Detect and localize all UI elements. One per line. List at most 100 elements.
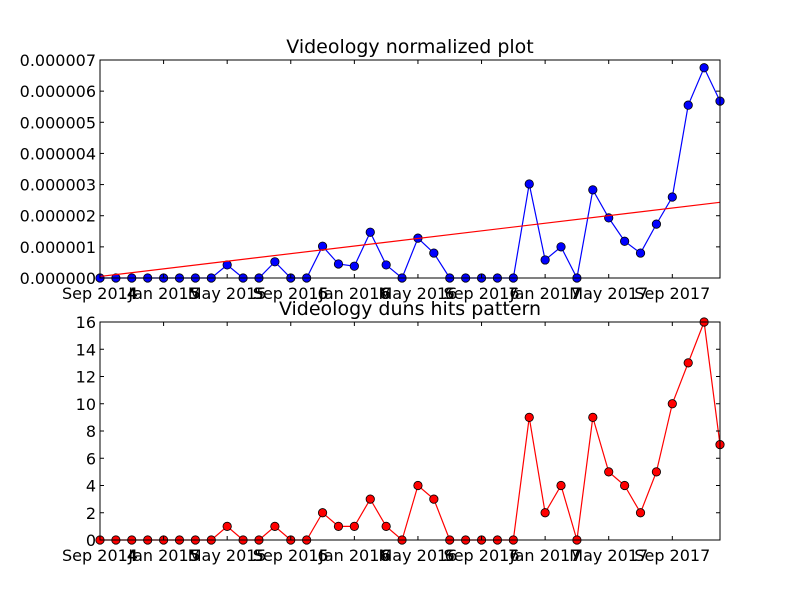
normalized-x-tick-overlap-label: 4 — [127, 284, 137, 303]
normalized-data-point — [429, 248, 439, 258]
normalized-y-tick-label: 0.000001 — [20, 238, 96, 257]
normalized-plot-frame — [99, 59, 721, 279]
duns-hits-x-tick-label: Jan 2017 — [509, 546, 580, 565]
normalized-data-point — [651, 219, 662, 229]
normalized-trend-line — [99, 201, 721, 278]
duns-hits-x-tick-overlap-label: 6 — [445, 546, 455, 565]
duns-hits-data-point — [429, 494, 439, 504]
duns-hits-data-point — [333, 521, 344, 531]
duns-hits-x-tick-overlap-label: 5 — [190, 546, 200, 565]
duns-hits-y-tick-label: 6 — [86, 449, 96, 468]
normalized-data-point — [270, 257, 280, 267]
normalized-y-tick-label: 0.000004 — [20, 144, 96, 163]
normalized-x-tick-label: Jan 2015 — [127, 284, 198, 303]
normalized-data-point — [349, 261, 359, 271]
normalized-x-tick-label: Jan 2017 — [509, 284, 580, 303]
duns-hits-x-tick-label: May 2017 — [569, 546, 648, 565]
duns-hits-x-tick-label: Sep 2014 — [62, 546, 138, 565]
duns-hits-y-tick-label: 10 — [76, 395, 96, 414]
normalized-data-point — [365, 227, 375, 237]
duns-hits-x-tick-overlap-label: 4 — [127, 546, 137, 565]
normalized-x-tick-overlap-label: 6 — [317, 284, 327, 303]
duns-hits-x-tick-label: Jan 2015 — [127, 546, 198, 565]
normalized-data-point — [588, 185, 598, 195]
normalized-plot-title: Videology normalized plot — [286, 36, 534, 58]
normalized-data-point — [556, 242, 566, 252]
normalized-y-tick-label: 0.000007 — [20, 51, 96, 70]
duns-hits-x-tick-overlap-label: 7 — [572, 546, 582, 565]
normalized-y-tick-label: 0.000003 — [20, 176, 96, 195]
normalized-x-tick-label: Sep 2014 — [62, 284, 138, 303]
normalized-plot-panel: Videology normalized plot 0.0000000.0000… — [20, 36, 725, 303]
duns-hits-data-point — [635, 508, 646, 518]
duns-hits-x-tick-overlap-label: 6 — [317, 546, 327, 565]
normalized-y-tick-label: 0.000005 — [20, 113, 96, 132]
normalized-data-point — [620, 236, 630, 246]
normalized-x-tick-label: Sep 2017 — [634, 284, 710, 303]
normalized-x-tick-overlap-label: 5 — [190, 284, 200, 303]
normalized-data-point — [540, 255, 550, 265]
duns-hits-y-tick-label: 0 — [86, 531, 96, 550]
normalized-x-tick-overlap-label: 6 — [445, 284, 455, 303]
duns-hits-data-point — [381, 521, 391, 531]
normalized-y-tick-label: 0.000006 — [20, 82, 96, 101]
normalized-x-tick-overlap-label: 6 — [381, 284, 391, 303]
normalized-x-tick-label: May 2016 — [379, 284, 458, 303]
duns-hits-data-point — [222, 521, 232, 531]
normalized-x-tick-overlap-label: 7 — [572, 284, 582, 303]
duns-hits-x-tick-label: Sep 2015 — [253, 546, 329, 565]
normalized-x-tick-overlap-label: 5 — [254, 284, 264, 303]
normalized-data-point — [381, 260, 391, 270]
normalized-x-tick-label: May 2015 — [188, 284, 267, 303]
duns-hits-data-point — [556, 480, 566, 491]
duns-hits-y-tick-label: 16 — [76, 313, 96, 332]
duns-hits-data-point — [365, 494, 375, 504]
duns-hits-data-point — [683, 358, 693, 368]
duns-hits-y-tick-label: 8 — [86, 422, 96, 441]
duns-hits-data-point — [667, 399, 677, 409]
normalized-data-point — [635, 248, 646, 258]
normalized-x-tick-label: Sep 2016 — [444, 284, 520, 303]
normalized-data-point — [667, 192, 677, 202]
duns-hits-data-point — [413, 480, 423, 491]
normalized-x-tick-overlap-label: 7 — [508, 284, 518, 303]
duns-hits-y-tick-label: 4 — [86, 477, 96, 496]
duns-hits-y-tick-label: 2 — [86, 504, 96, 523]
duns-hits-x-tick-label: May 2015 — [188, 546, 267, 565]
duns-hits-x-tick-label: Jan 2016 — [318, 546, 389, 565]
normalized-data-point — [699, 63, 709, 73]
duns-hits-y-tick-label: 14 — [76, 340, 96, 359]
normalized-x-tick-label: May 2017 — [569, 284, 648, 303]
normalized-plot-ticks: 0.000000 0.000001 0.000002 0.000003 0.000004… — [20, 51, 720, 303]
normalized-y-tick-label: 0.000000 — [20, 269, 96, 288]
duns-hits-data-point — [540, 508, 550, 518]
duns-hits-data-point — [588, 412, 598, 422]
duns-hits-x-tick-label: May 2016 — [379, 546, 458, 565]
duns-hits-x-tick-label: Sep 2017 — [634, 546, 710, 565]
duns-hits-data-point — [651, 467, 662, 477]
normalized-data-point — [333, 259, 344, 269]
duns-hits-x-tick-label: Sep 2016 — [444, 546, 520, 565]
normalized-data-point — [683, 100, 693, 110]
duns-hits-data-point — [620, 480, 630, 491]
duns-hits-data-point — [604, 467, 614, 477]
normalized-x-tick-label: Sep 2015 — [253, 284, 329, 303]
duns-hits-y-tick-label: 12 — [76, 368, 96, 387]
duns-hits-title: Videology duns hits pattern — [279, 298, 541, 320]
duns-hits-x-tick-overlap-label: 6 — [381, 546, 391, 565]
duns-hits-data-point — [524, 412, 534, 422]
duns-hits-data-point — [317, 508, 328, 518]
duns-hits-x-tick-overlap-label: 7 — [508, 546, 518, 565]
duns-hits-data-point — [349, 521, 359, 531]
normalized-y-tick-label: 0.000002 — [20, 207, 96, 226]
normalized-x-tick-label: Jan 2016 — [318, 284, 389, 303]
duns-hits-x-tick-overlap-label: 5 — [254, 546, 264, 565]
normalized-data-point — [524, 179, 534, 189]
duns-hits-data-point — [270, 521, 280, 531]
duns-hits-frame — [99, 321, 721, 541]
